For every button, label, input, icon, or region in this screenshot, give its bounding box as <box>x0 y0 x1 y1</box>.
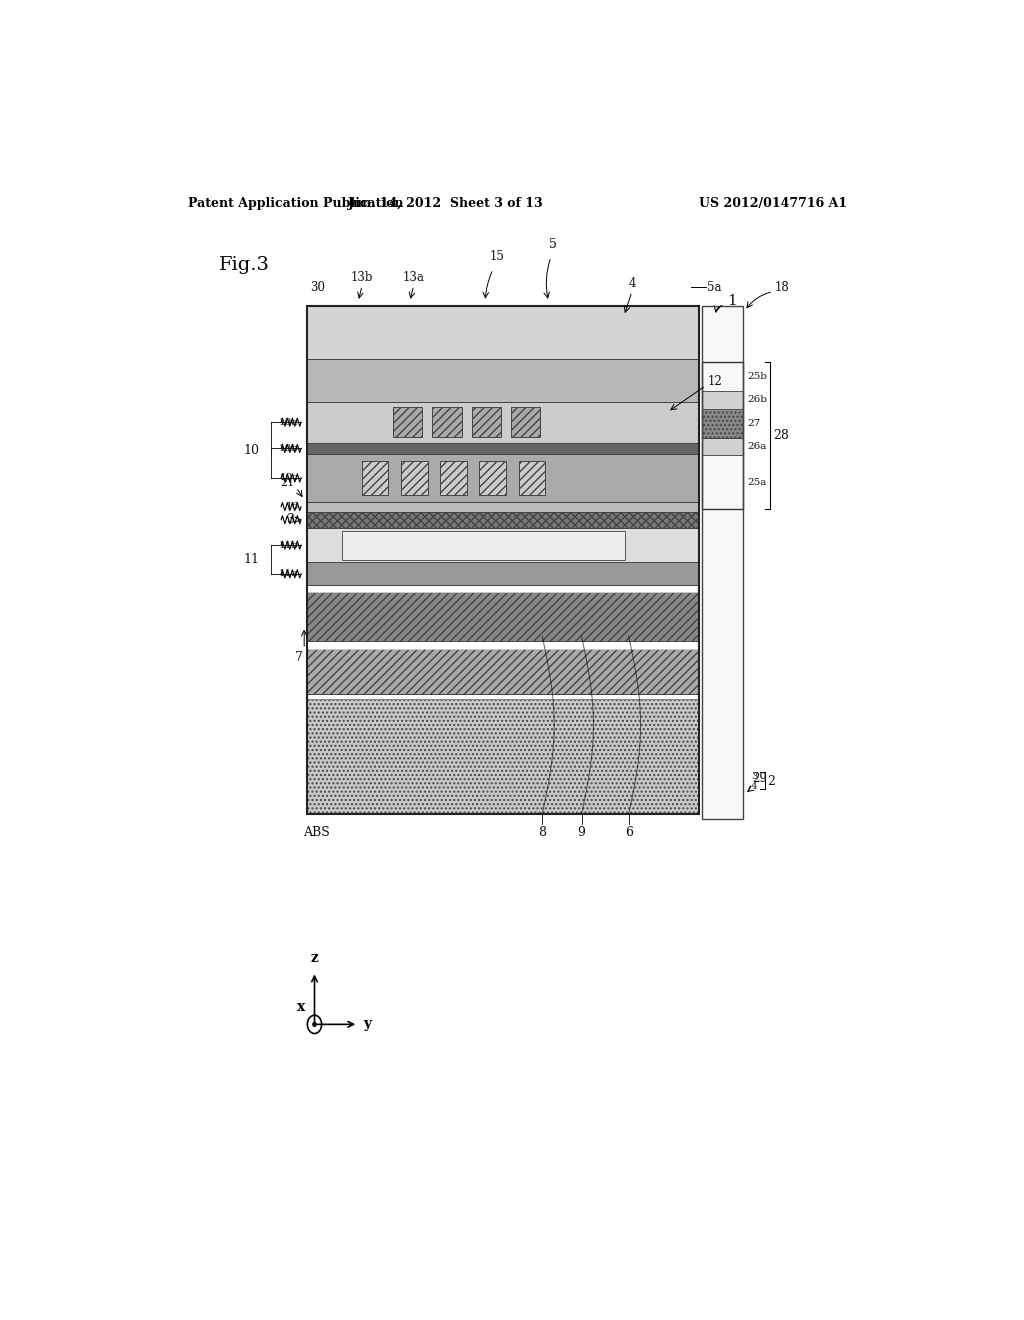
Text: 29: 29 <box>753 772 767 785</box>
Text: 25b: 25b <box>748 372 768 381</box>
Bar <box>519 461 546 495</box>
Bar <box>306 306 699 814</box>
Bar <box>471 408 501 437</box>
Bar <box>342 532 625 560</box>
Bar <box>306 401 699 442</box>
Text: 27: 27 <box>748 418 761 428</box>
Bar <box>306 585 699 591</box>
Text: 28: 28 <box>773 429 790 442</box>
Text: 2: 2 <box>768 775 775 788</box>
Text: 8: 8 <box>539 826 546 838</box>
Text: 5a: 5a <box>708 281 722 294</box>
Text: 4: 4 <box>628 277 636 290</box>
Text: 26a: 26a <box>748 442 767 451</box>
Text: 9: 9 <box>578 826 586 838</box>
Bar <box>701 408 743 438</box>
Bar <box>701 306 743 818</box>
Bar <box>701 438 743 455</box>
Text: Fig.3: Fig.3 <box>219 256 270 275</box>
Bar <box>701 391 743 408</box>
Text: ABS: ABS <box>303 826 330 838</box>
Text: 3: 3 <box>287 513 295 527</box>
Text: 30: 30 <box>310 281 326 294</box>
Text: z: z <box>310 952 318 965</box>
Text: 6: 6 <box>625 826 633 838</box>
Text: 7: 7 <box>295 651 303 664</box>
Text: 5: 5 <box>549 239 556 251</box>
Bar <box>306 700 699 814</box>
Bar <box>306 528 699 562</box>
Bar <box>701 362 743 510</box>
Text: 26b: 26b <box>748 395 768 404</box>
Text: 10: 10 <box>243 444 259 457</box>
Bar <box>432 408 462 437</box>
Bar <box>701 455 743 510</box>
Text: 15: 15 <box>489 251 505 264</box>
Bar <box>306 306 699 359</box>
Text: 11b: 11b <box>279 541 299 549</box>
Bar <box>306 359 699 401</box>
Bar <box>306 649 699 694</box>
Bar <box>479 461 506 495</box>
Text: 25a: 25a <box>748 478 767 487</box>
Circle shape <box>313 1022 316 1027</box>
Text: 3: 3 <box>751 772 758 781</box>
Bar <box>306 591 699 642</box>
Text: 12: 12 <box>708 375 722 388</box>
Bar <box>306 454 699 502</box>
Text: Jun. 14, 2012  Sheet 3 of 13: Jun. 14, 2012 Sheet 3 of 13 <box>347 197 544 210</box>
Bar <box>306 442 699 454</box>
Text: US 2012/0147716 A1: US 2012/0147716 A1 <box>699 197 848 210</box>
Text: Patent Application Publication: Patent Application Publication <box>187 197 403 210</box>
Text: x: x <box>297 1001 305 1014</box>
Bar <box>306 502 699 512</box>
Bar <box>306 694 699 700</box>
Bar <box>393 408 423 437</box>
Text: 4: 4 <box>751 781 758 791</box>
Bar <box>511 408 541 437</box>
Bar <box>701 510 743 818</box>
Text: 21: 21 <box>281 478 295 488</box>
Bar <box>306 512 699 528</box>
Bar <box>361 461 388 495</box>
Bar <box>701 362 743 391</box>
Text: y: y <box>364 1018 372 1031</box>
Bar <box>440 461 467 495</box>
Text: 10c: 10c <box>280 474 299 482</box>
Bar <box>400 461 428 495</box>
Text: 18: 18 <box>775 281 790 294</box>
Text: 10a: 10a <box>280 417 299 426</box>
Bar <box>306 562 699 585</box>
Text: 16: 16 <box>286 502 299 511</box>
Text: 11: 11 <box>243 553 259 566</box>
Text: 11a: 11a <box>280 569 299 578</box>
Bar <box>306 642 699 649</box>
Text: 1: 1 <box>727 293 737 308</box>
Text: 10b: 10b <box>279 444 299 453</box>
Text: 13a: 13a <box>402 271 425 284</box>
Bar <box>701 306 743 362</box>
Text: 13b: 13b <box>351 271 374 284</box>
